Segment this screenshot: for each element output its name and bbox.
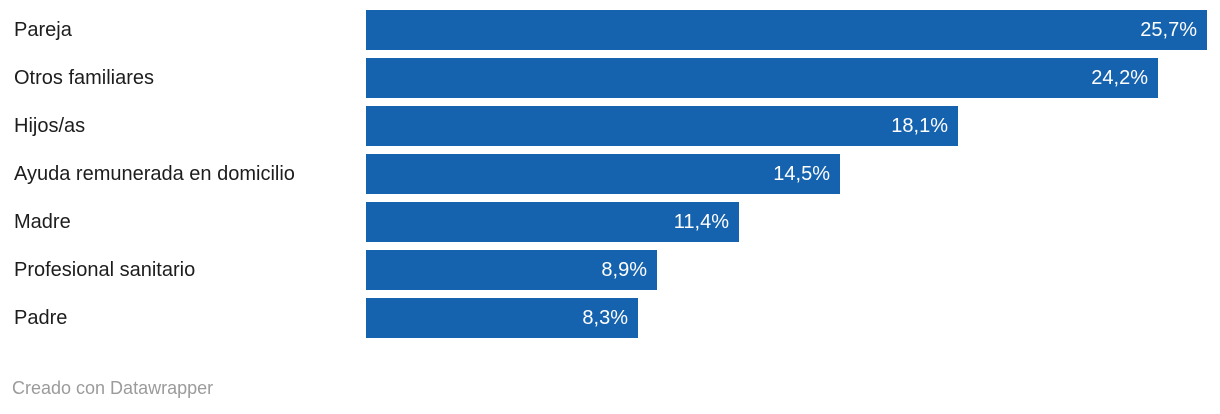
bar-track: 8,3% <box>366 298 1220 338</box>
bar-track: 25,7% <box>366 10 1220 50</box>
category-label: Profesional sanitario <box>14 259 196 281</box>
value-label: 8,3% <box>582 306 628 329</box>
bar-track: 8,9% <box>366 250 1220 290</box>
bar: 24,2% <box>366 58 1158 98</box>
category-label: Otros familiares <box>14 67 155 89</box>
value-label: 24,2% <box>1091 66 1148 89</box>
bar: 25,7% <box>366 10 1207 50</box>
bar: 18,1% <box>366 106 958 146</box>
bar-row: Padre 8,3% <box>0 298 1220 338</box>
value-label: 25,7% <box>1140 18 1197 41</box>
value-label: 18,1% <box>891 114 948 137</box>
category-label: Pareja <box>14 19 72 41</box>
value-label: 14,5% <box>773 162 830 185</box>
bar-track: 18,1% <box>366 106 1220 146</box>
bar-row: Pareja 25,7% <box>0 10 1220 50</box>
category-label: Ayuda remunerada en domicilio <box>14 163 295 185</box>
datawrapper-credit-link[interactable]: Creado con Datawrapper <box>12 378 214 398</box>
bar-row: Madre 11,4% <box>0 202 1220 242</box>
category-label: Hijos/as <box>14 115 86 137</box>
bar-row: Hijos/as 18,1% <box>0 106 1220 146</box>
bar-track: 24,2% <box>366 58 1220 98</box>
bar-row: Profesional sanitario 8,9% <box>0 250 1220 290</box>
value-label: 8,9% <box>601 258 647 281</box>
bar-track: 11,4% <box>366 202 1220 242</box>
bar: 8,3% <box>366 298 638 338</box>
category-label: Madre <box>14 211 71 233</box>
bar: 14,5% <box>366 154 840 194</box>
bar-row: Otros familiares 24,2% <box>0 58 1220 98</box>
bar: 8,9% <box>366 250 657 290</box>
category-label: Padre <box>14 307 68 329</box>
bar-track: 14,5% <box>366 154 1220 194</box>
bar: 11,4% <box>366 202 739 242</box>
value-label: 11,4% <box>673 210 729 233</box>
bar-row: Ayuda remunerada en domicilio 14,5% <box>0 154 1220 194</box>
bar-rows: Pareja 25,7% Otros familiares 24,2% Hijos/as… <box>0 10 1220 346</box>
